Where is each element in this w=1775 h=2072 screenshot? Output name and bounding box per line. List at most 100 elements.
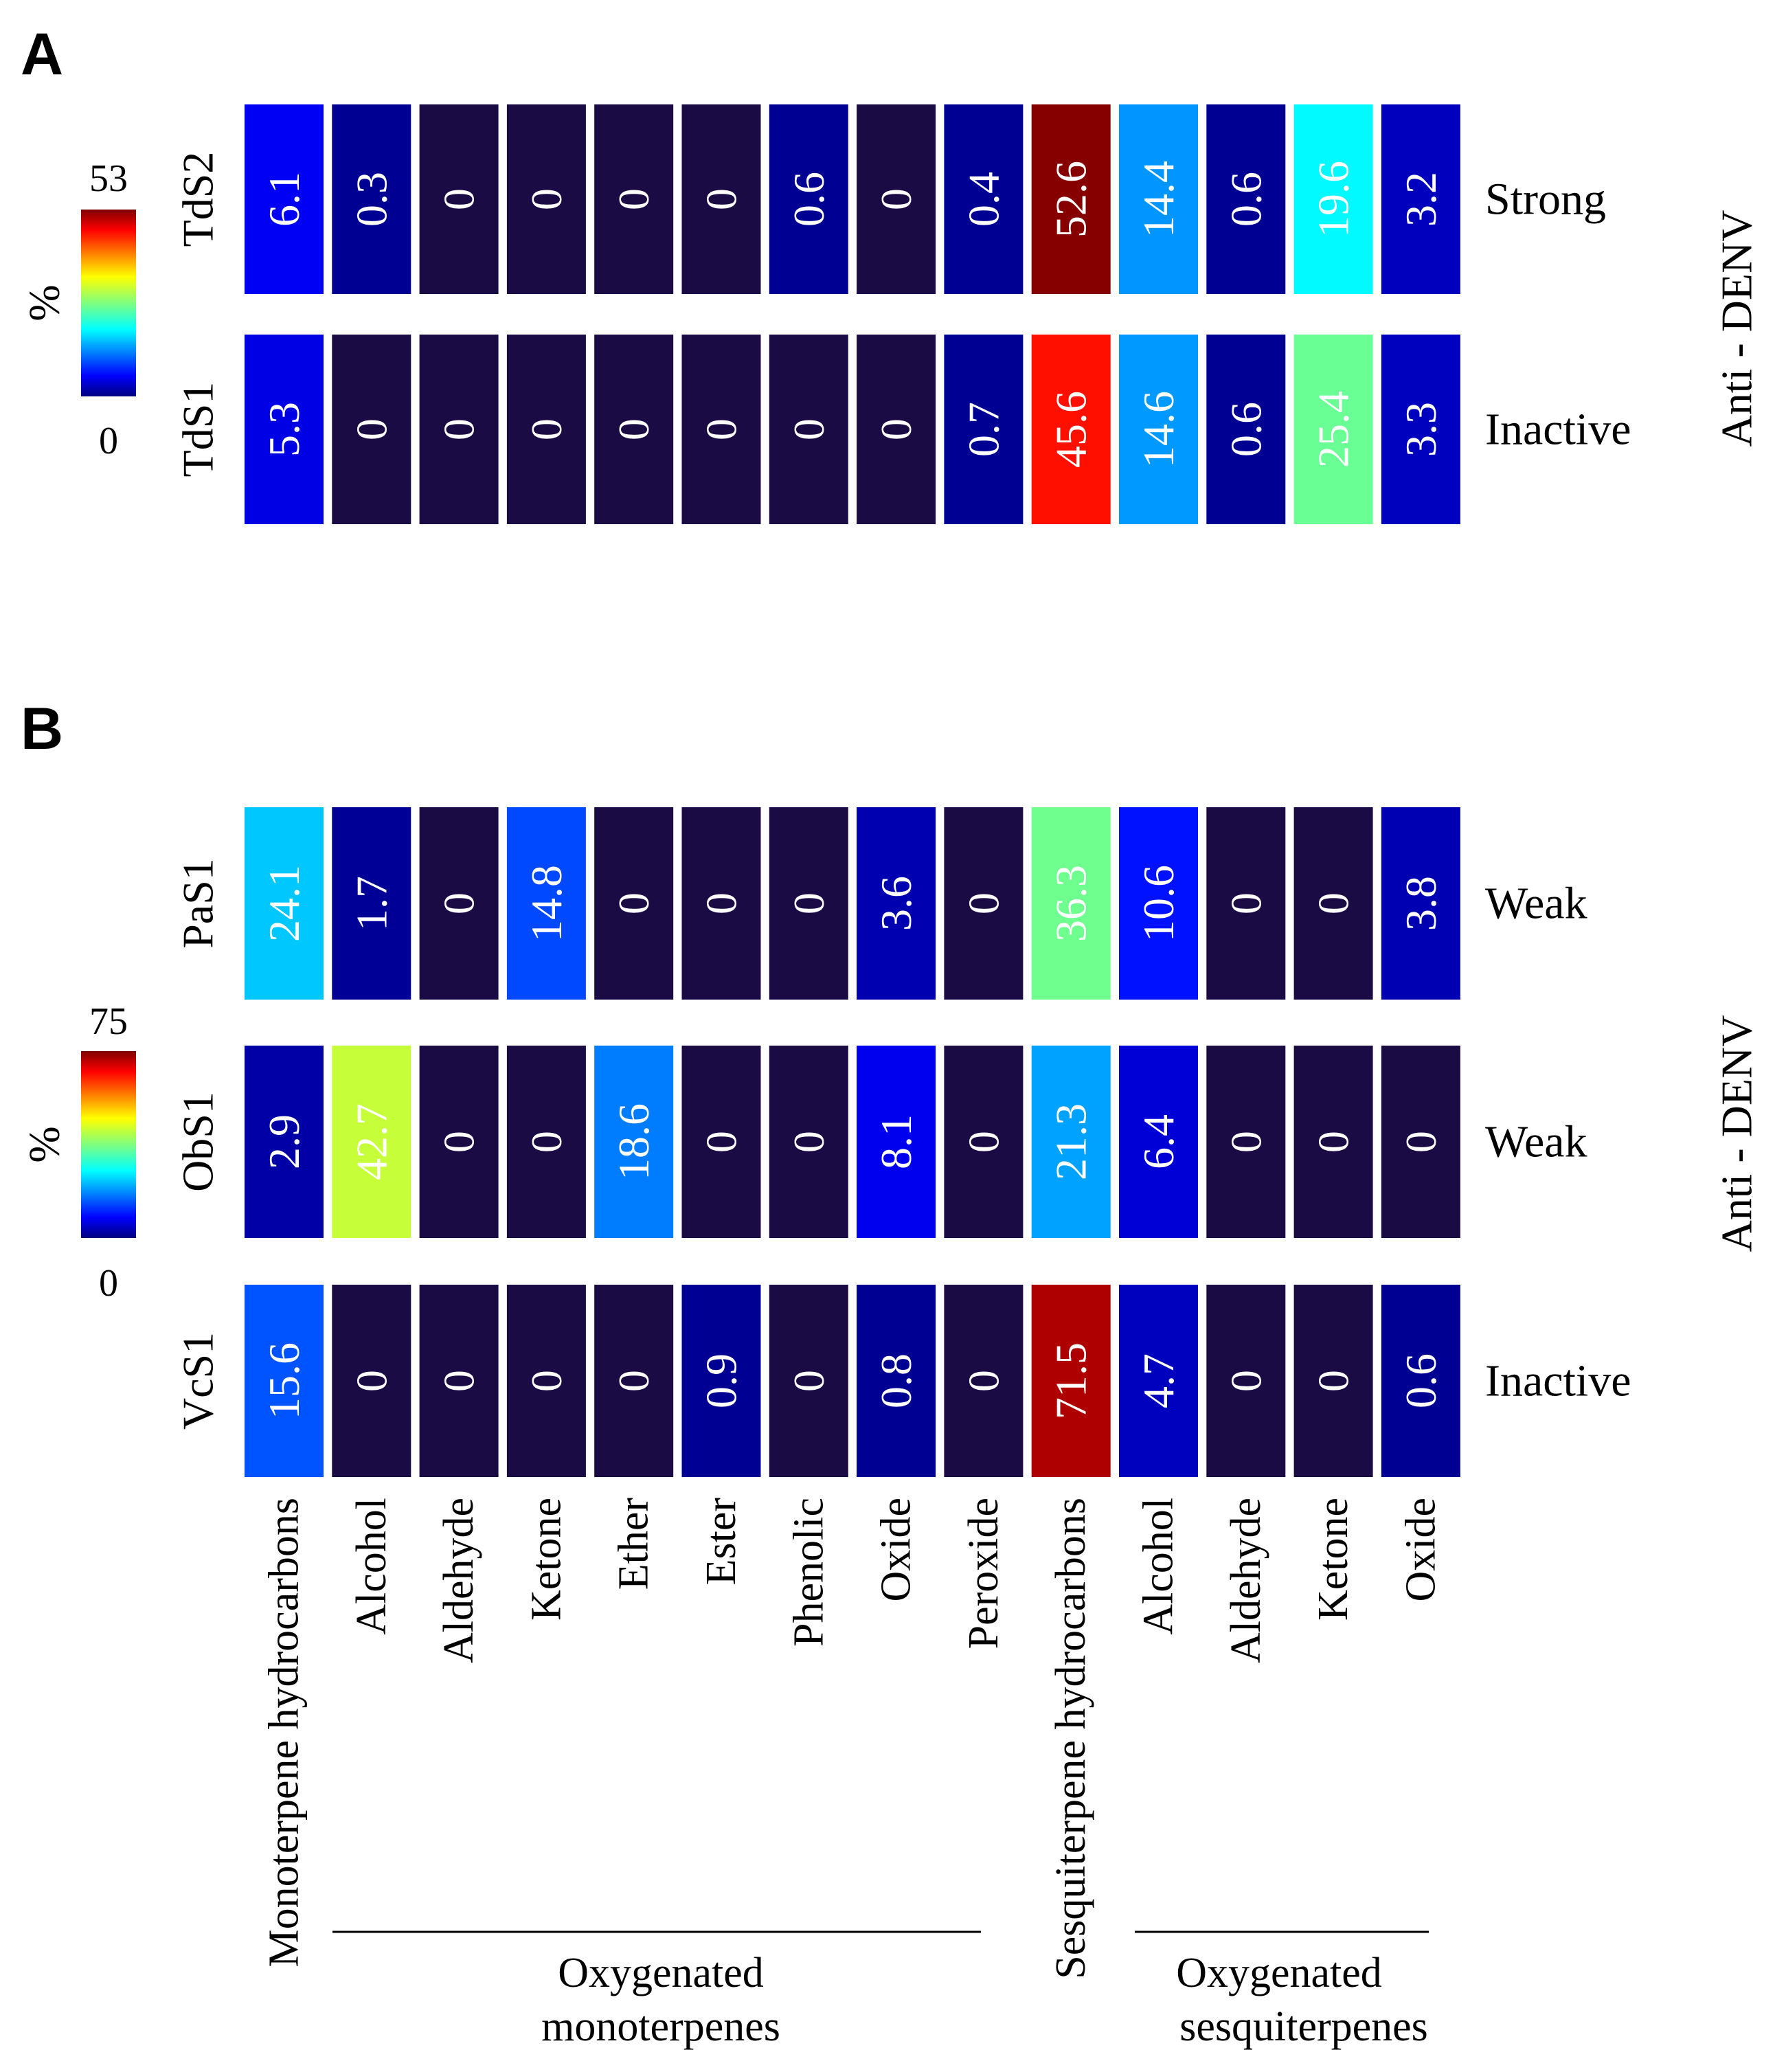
- heatmap-cell: [506, 104, 586, 294]
- heatmap-cell: [1031, 807, 1111, 1000]
- heatmap-cell: [594, 335, 674, 524]
- row-label-tds2: TdS2: [174, 152, 223, 247]
- activity-label-pas1: Weak: [1485, 879, 1587, 929]
- heatmap-cell: [506, 807, 586, 1000]
- heatmap-cell: [506, 1285, 586, 1477]
- heatmap-cell: [419, 1046, 499, 1238]
- cell-value-label: 14.6: [1134, 391, 1183, 468]
- heatmap-cell: [1293, 807, 1373, 1000]
- colorbar-a-max: 53: [89, 157, 128, 200]
- column-label: Ketone: [1310, 1498, 1357, 1621]
- column-label: Alcohol: [348, 1498, 395, 1635]
- group-label-oxy-sesq-line2: sesquiterpenes: [1179, 2003, 1428, 2050]
- cell-value-label: 0.7: [959, 402, 1008, 457]
- cell-value-label: 0.6: [1221, 402, 1270, 457]
- heatmap-cell: [594, 1046, 674, 1238]
- panel-b-side-label: Anti - DENV: [1712, 1015, 1761, 1252]
- cell-value-label: 0: [347, 1370, 396, 1392]
- panel-b: B 75 0 % PaS1 24.1 1.7 0 14.8 0 0 0 3.6 0 36.3 10.6…: [20, 696, 1761, 1477]
- cell-value-label: 0.8: [872, 1353, 920, 1408]
- panel-b-label: B: [21, 696, 63, 762]
- colorbar-b: 75 0 %: [20, 1000, 136, 1305]
- cell-value-label: 0: [1397, 1131, 1445, 1153]
- heatmap-cell: [681, 335, 761, 524]
- cell-value-label: 0.4: [959, 172, 1008, 227]
- column-label: Oxide: [873, 1498, 920, 1602]
- heatmap-cell: [1031, 1046, 1111, 1238]
- column-label: Monoterpene hydrocarbons: [261, 1498, 308, 1968]
- heatmap-cell: [245, 1046, 324, 1238]
- heatmap-cell: [419, 1285, 499, 1477]
- heatmap-cell: [594, 1285, 674, 1477]
- colorbar-a-min: 0: [99, 420, 118, 462]
- cell-value-label: 0: [609, 188, 658, 210]
- cell-value-label: 10.6: [1134, 865, 1183, 942]
- cell-value-label: 0: [347, 418, 396, 440]
- heatmap-cell: [857, 1046, 936, 1238]
- heatmap-cell: [245, 807, 324, 1000]
- cell-value-label: 6.1: [260, 172, 308, 227]
- heatmap-cell: [594, 807, 674, 1000]
- column-label: Ketone: [523, 1498, 569, 1621]
- cell-value-label: 0: [784, 1131, 833, 1153]
- heatmap-cell: [1381, 104, 1460, 294]
- heatmap-cell: [1293, 104, 1373, 294]
- cell-value-label: 0.6: [784, 172, 833, 227]
- heatmap-cell: [419, 335, 499, 524]
- cell-value-label: 18.6: [609, 1103, 658, 1180]
- heatmap-cell: [1381, 335, 1460, 524]
- heatmap-cell: [1119, 1046, 1198, 1238]
- cell-value-label: 1.7: [347, 876, 396, 931]
- panel-a: A 53 0 % TdS2 6.1 0.3 0 0 0 0 0.6 0 0.4 52.6 14.4 0.…: [20, 21, 1761, 524]
- heatmap-cell: [681, 104, 761, 294]
- cell-value-label: 0: [1309, 892, 1358, 914]
- heatmap-cell: [506, 1046, 586, 1238]
- column-label: Sesquiterpene hydrocarbons: [1048, 1498, 1094, 1979]
- cell-value-label: 25.4: [1309, 391, 1358, 468]
- heatmap-cell: [419, 807, 499, 1000]
- cell-value-label: 3.8: [1397, 876, 1445, 931]
- heatmap-cell: [857, 335, 936, 524]
- heatmap-cell: [1031, 104, 1111, 294]
- cell-value-label: 6.4: [1134, 1114, 1183, 1169]
- heatmap-cell: [769, 104, 848, 294]
- heatmap-cell: [332, 807, 411, 1000]
- cell-value-label: 0: [522, 188, 571, 210]
- heatmap-cell: [1206, 1046, 1286, 1238]
- heatmap-cell: [245, 1285, 324, 1477]
- cell-value-label: 0: [697, 418, 746, 440]
- heatmap-cell: [681, 1046, 761, 1238]
- cell-value-label: 0: [435, 1131, 484, 1153]
- column-label: Aldehyde: [436, 1498, 482, 1663]
- cell-value-label: 0: [1309, 1131, 1358, 1153]
- heatmap-cell: [1119, 104, 1198, 294]
- cell-value-label: 19.6: [1309, 161, 1358, 238]
- cell-value-label: 0: [522, 1131, 571, 1153]
- heatmap-cell: [769, 1285, 848, 1477]
- cell-value-label: 0: [1221, 892, 1270, 914]
- cell-value-label: 36.3: [1047, 865, 1096, 942]
- panel-a-label: A: [21, 21, 63, 87]
- cell-value-label: 0: [697, 1131, 746, 1153]
- heatmap-cell: [245, 104, 324, 294]
- cell-value-label: 0: [784, 1370, 833, 1392]
- activity-label-vcs1: Inactive: [1485, 1356, 1631, 1406]
- cell-value-label: 0: [609, 1370, 658, 1392]
- heatmap-cell: [769, 807, 848, 1000]
- heatmap-cell: [681, 807, 761, 1000]
- cell-value-label: 0: [435, 1370, 484, 1392]
- cell-value-label: 24.1: [260, 865, 308, 942]
- panel-a-side-label: Anti - DENV: [1712, 210, 1761, 447]
- heatmap-cell: [419, 104, 499, 294]
- cell-value-label: 0.9: [697, 1353, 746, 1408]
- heatmap-cell: [332, 1046, 411, 1238]
- activity-label-tds2: Strong: [1485, 174, 1606, 225]
- cell-value-label: 45.6: [1047, 391, 1096, 468]
- heatmap-cell: [245, 335, 324, 524]
- cell-value-label: 3.2: [1397, 172, 1445, 227]
- column-label: Alcohol: [1135, 1498, 1182, 1635]
- cell-value-label: 0: [1221, 1131, 1270, 1153]
- heatmap-cell: [1031, 335, 1111, 524]
- cell-value-label: 0: [784, 418, 833, 440]
- group-label-oxy-sesq-line1: Oxygenated: [1176, 1950, 1382, 1996]
